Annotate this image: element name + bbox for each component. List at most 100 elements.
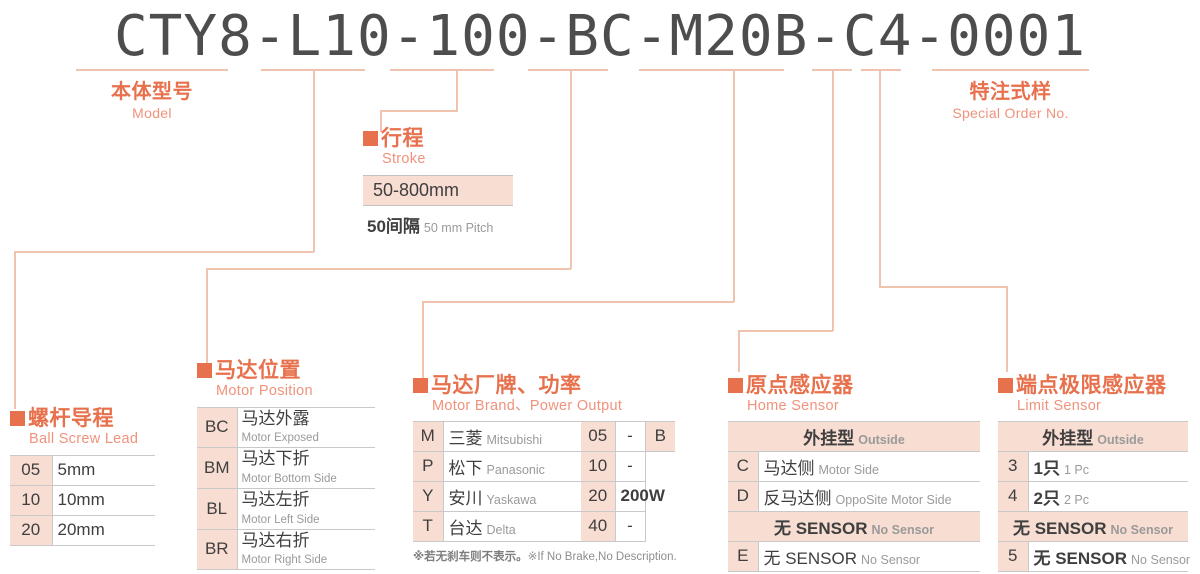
row-code: 05 [10, 454, 53, 486]
motor-brand-power-title-en: Motor Brand、Power Output [432, 398, 623, 414]
motor-position-heading: 马达位置 Motor Position [197, 360, 375, 399]
limit-sensor-table: 外挂型 Outside 3 1只 1 Pc 4 2只 2 Pc 无 SENSOR No … [998, 420, 1190, 572]
stroke-range-box: 50-800mm [363, 174, 513, 206]
underline-model [76, 69, 228, 71]
stroke-heading: 行程 Stroke [363, 128, 513, 167]
group-special-order: 特注式样 Special Order No. [932, 82, 1089, 120]
row-label: 2只 2 Pc [1028, 480, 1189, 512]
connector-limit-sensor-v2 [1006, 286, 1008, 372]
table-row: BR 马达右折 Motor Right Side [197, 528, 375, 571]
row-power-code: 40 [581, 510, 616, 542]
group-ball-screw-lead: 螺杆导程 Ball Screw Lead 05 5mm 10 10mm 20 2… [10, 408, 155, 546]
connector-ball-screw-lead-v1 [313, 69, 315, 252]
connector-limit-sensor-v1 [879, 69, 881, 287]
section-header: 外挂型 Outside [998, 420, 1189, 452]
bullet-square-icon [998, 378, 1013, 393]
limit-sensor-title-cn: 端点极限感应器 [1016, 374, 1167, 397]
row-brake-code: B [645, 420, 675, 452]
group-motor-brand-power: 马达厂牌、功率 Motor Brand、Power Output M 三菱 Mit… [413, 375, 677, 565]
connector-home-sensor-h [738, 330, 833, 332]
connector-ball-screw-lead-h [14, 251, 314, 253]
row-brake-code [645, 511, 675, 541]
motor-brand-power-title-cn: 马达厂牌、功率 [431, 374, 582, 397]
row-brand-name: 台达 Delta [443, 510, 581, 542]
table-row: E 无 SENSOR No Sensor [728, 540, 981, 572]
model-title-cn: 本体型号 [111, 81, 193, 103]
connector-motor-brand-v1 [733, 69, 735, 302]
limit-sensor-title-en: Limit Sensor [1017, 398, 1102, 414]
home-sensor-title-en: Home Sensor [747, 398, 839, 414]
row-power-value: - [615, 510, 646, 542]
row-brand-name: 三菱 Mitsubishi [443, 420, 581, 452]
limit-sensor-heading: 端点极限感应器 Limit Sensor [998, 375, 1188, 414]
table-row: Y 安川 Yaskawa 20 200W [413, 480, 675, 512]
table-row: C 马达侧 Motor Side [728, 450, 981, 482]
bullet-square-icon [363, 131, 378, 146]
table-row-header: 外挂型 Outside [728, 420, 981, 452]
row-code: 3 [998, 450, 1029, 482]
row-brand-name: 松下 Panasonic [443, 450, 581, 482]
section-header: 无 SENSOR No Sensor [998, 510, 1189, 542]
row-label: 10mm [52, 484, 155, 516]
table-row: 05 5mm [10, 454, 155, 486]
connector-motor-position-h [206, 268, 571, 270]
bullet-square-icon [10, 411, 25, 426]
row-power-value: - [615, 420, 646, 452]
row-label: 马达左折 Motor Left Side [237, 487, 375, 530]
row-brand-name: 安川 Yaskawa [443, 480, 581, 512]
note-cn: ※若无刹车则不表示。 [413, 550, 528, 563]
stroke-pitch-cn: 50间隔 [367, 216, 420, 236]
motor-brand-power-table: M 三菱 Mitsubishi 05 - B P 松下 Panasonic 10 -… [413, 420, 675, 542]
home-sensor-title-cn: 原点感应器 [746, 374, 854, 397]
underline-motor-position [528, 69, 608, 71]
section-header: 无 SENSOR No Sensor [728, 510, 981, 542]
home-sensor-table: 外挂型 Outside C 马达侧 Motor Side D 反马达侧 OppoSit… [728, 420, 981, 572]
row-brand-code: T [413, 510, 444, 542]
row-label: 反马达侧 OppoSite Motor Side [758, 480, 981, 512]
stroke-pitch: 50间隔 50 mm Pitch [363, 212, 513, 237]
code-segment-home-sensor: C4 [843, 4, 913, 69]
row-code: 4 [998, 480, 1029, 512]
group-model: 本体型号 Model [76, 82, 228, 120]
note-en: ※If No Brake,No Description. [527, 550, 677, 563]
connector-stroke-v2 [380, 110, 382, 132]
code-segment-motor-position: BC [565, 4, 635, 69]
row-code: C [728, 450, 759, 482]
row-power-code: 05 [581, 420, 616, 452]
row-code: BR [197, 528, 238, 571]
code-separator: - [252, 4, 288, 69]
row-code: 10 [10, 484, 53, 516]
special-order-title-cn: 特注式样 [969, 81, 1052, 103]
ball-screw-lead-heading: 螺杆导程 Ball Screw Lead [10, 408, 155, 447]
code-segment-ball-screw-lead: L10 [287, 4, 392, 69]
row-code: E [728, 540, 759, 572]
code-separator: - [912, 4, 948, 69]
motor-position-table: BC 马达外露 Motor Exposed BM 马达下折 Motor Bott… [197, 406, 375, 571]
stroke-title-cn: 行程 [381, 127, 424, 150]
row-brand-code: M [413, 420, 444, 452]
home-sensor-heading: 原点感应器 Home Sensor [728, 375, 980, 414]
table-row-header: 无 SENSOR No Sensor [998, 510, 1189, 542]
underline-home-sensor-4 [861, 69, 901, 71]
table-row-header: 外挂型 Outside [998, 420, 1189, 452]
row-label: 马达侧 Motor Side [758, 450, 981, 482]
table-row: D 反马达侧 OppoSite Motor Side [728, 480, 981, 512]
group-limit-sensor: 端点极限感应器 Limit Sensor 外挂型 Outside 3 1只 1 Pc… [998, 375, 1190, 572]
group-motor-position: 马达位置 Motor Position BC 马达外露 Motor Expose… [197, 360, 375, 571]
code-segment-special-order: 0001 [947, 4, 1087, 69]
row-code: BC [197, 406, 238, 449]
code-separator: - [808, 4, 844, 69]
row-code: 5 [998, 540, 1029, 572]
connector-stroke-v1 [456, 69, 458, 111]
group-home-sensor: 原点感应器 Home Sensor 外挂型 Outside C 马达侧 Motor … [728, 375, 981, 572]
connector-limit-sensor-h [879, 286, 1007, 288]
connector-home-sensor-v2 [738, 330, 740, 372]
connector-stroke-h [380, 110, 458, 112]
underline-stroke [390, 69, 494, 71]
table-row: 10 10mm [10, 484, 155, 516]
row-label: 无 SENSOR No Sensor [1028, 540, 1190, 572]
row-label: 马达右折 Motor Right Side [237, 528, 375, 571]
row-power-value: 200W [615, 480, 665, 512]
underline-special-order [932, 69, 1089, 71]
